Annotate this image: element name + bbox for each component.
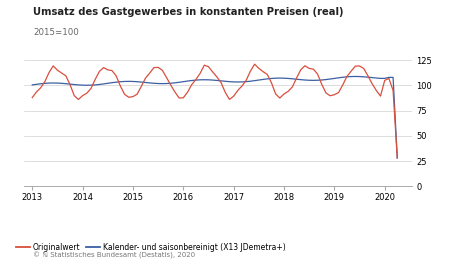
Text: 2015=100: 2015=100 (33, 28, 79, 37)
Text: © ℕ Statistisches Bundesamt (Destatis), 2020: © ℕ Statistisches Bundesamt (Destatis), … (33, 252, 195, 259)
Text: Umsatz des Gastgewerbes in konstanten Preisen (real): Umsatz des Gastgewerbes in konstanten Pr… (33, 7, 344, 17)
Legend: Originalwert, Kalender- und saisonbereinigt (X13 JDemetra+): Originalwert, Kalender- und saisonberein… (16, 243, 286, 252)
